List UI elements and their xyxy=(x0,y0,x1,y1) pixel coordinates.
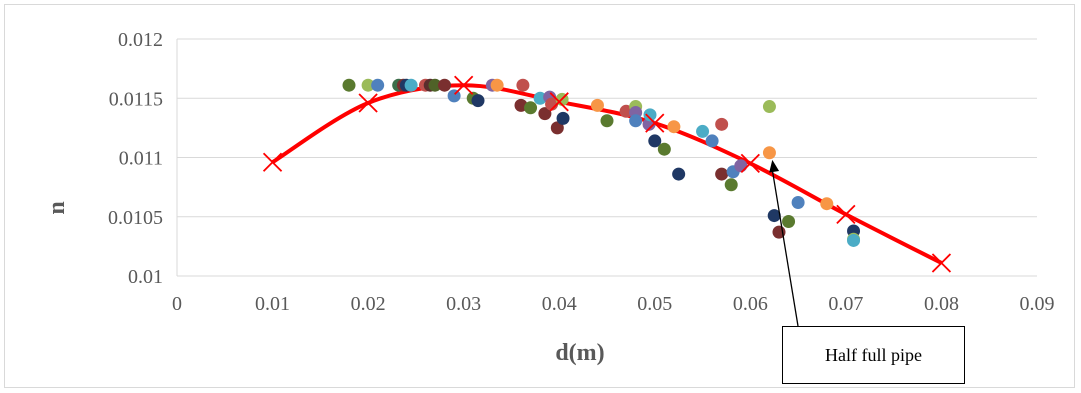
scatter-point xyxy=(361,78,375,92)
y-tick-label: 0.012 xyxy=(118,29,163,51)
x-tick-label: 0.05 xyxy=(637,293,672,315)
curve-marker xyxy=(740,153,760,174)
scatter-point xyxy=(643,108,657,122)
curve-marker xyxy=(836,204,856,225)
scatter-point xyxy=(847,233,861,247)
scatter-point xyxy=(767,209,781,223)
marker-stroke xyxy=(262,152,283,172)
annotation-box: Half full pipe xyxy=(782,326,965,384)
x-tick-label: 0.07 xyxy=(828,293,863,315)
marker-stroke xyxy=(549,92,569,112)
marker-stroke xyxy=(836,204,856,225)
scatter-point xyxy=(556,111,570,125)
x-tick-label: 0.06 xyxy=(733,293,768,315)
scatter-point xyxy=(762,100,776,114)
scatter-point xyxy=(715,167,729,181)
y-tick-label: 0.0105 xyxy=(108,207,163,229)
data-points xyxy=(342,78,861,247)
marker-stroke xyxy=(454,75,474,95)
curve-marker xyxy=(549,92,569,112)
scatter-point xyxy=(734,159,748,173)
scatter-point xyxy=(715,117,729,131)
annotation-arrow-head xyxy=(769,159,780,173)
scatter-point xyxy=(342,78,356,92)
y-tick-label: 0.0115 xyxy=(109,88,163,110)
curve-marker xyxy=(645,113,665,133)
scatter-point xyxy=(657,142,671,156)
curve-line xyxy=(271,83,943,265)
scatter-point xyxy=(820,197,834,211)
scatter-point xyxy=(762,146,776,160)
y-axis-title: n xyxy=(44,201,70,214)
x-tick-label: 0.04 xyxy=(542,293,577,315)
y-tick-label: 0.011 xyxy=(119,148,163,170)
marker-stroke xyxy=(358,93,378,113)
scatter-point xyxy=(438,78,452,92)
scatter-point xyxy=(667,120,681,134)
scatter-point xyxy=(550,121,564,135)
fitted-curve xyxy=(271,83,943,265)
scatter-point xyxy=(524,101,538,115)
marker-stroke xyxy=(740,153,760,174)
scatter-point xyxy=(590,98,604,112)
chart-frame xyxy=(4,4,1075,388)
x-tick-label: 0.08 xyxy=(924,293,959,315)
scatter-point xyxy=(428,78,442,92)
scatter-point xyxy=(705,134,719,148)
scatter-point xyxy=(782,214,796,228)
scatter-point xyxy=(538,107,552,121)
scatter-point xyxy=(600,114,614,128)
marker-stroke xyxy=(931,253,952,273)
curve-markers xyxy=(262,75,952,273)
x-tick-label: 0 xyxy=(172,293,182,315)
scatter-point xyxy=(404,78,418,92)
x-tick-label: 0.01 xyxy=(255,293,290,315)
y-tick-label: 0.01 xyxy=(128,266,163,288)
curve-marker xyxy=(454,75,474,95)
x-axis-title: d(m) xyxy=(555,340,604,366)
x-tick-label: 0.03 xyxy=(446,293,481,315)
scatter-point xyxy=(791,196,805,210)
curve-marker xyxy=(358,93,378,113)
scatter-point xyxy=(471,94,485,108)
x-tick-label: 0.09 xyxy=(1020,293,1055,315)
scatter-point xyxy=(516,78,530,92)
gridlines xyxy=(176,38,1037,277)
scatter-point xyxy=(371,78,385,92)
scatter-point xyxy=(648,134,662,148)
annotation-arrow-line xyxy=(771,169,799,327)
marker-stroke xyxy=(645,113,665,133)
curve-marker xyxy=(262,152,283,172)
annotation xyxy=(769,159,799,327)
scatter-point xyxy=(533,91,547,105)
axes: 0.01 0.0105 0.011 0.0115 0.012 0 0.01 0.02 0.03 0… xyxy=(108,29,1055,315)
scatter-point xyxy=(629,114,643,128)
scatter-point xyxy=(672,167,686,181)
scatter-point xyxy=(490,78,504,92)
annotation-text: Half full pipe xyxy=(825,344,922,365)
scatter-point xyxy=(696,124,710,138)
scatter-point xyxy=(724,178,738,192)
x-tick-label: 0.02 xyxy=(351,293,386,315)
curve-marker xyxy=(931,253,952,273)
